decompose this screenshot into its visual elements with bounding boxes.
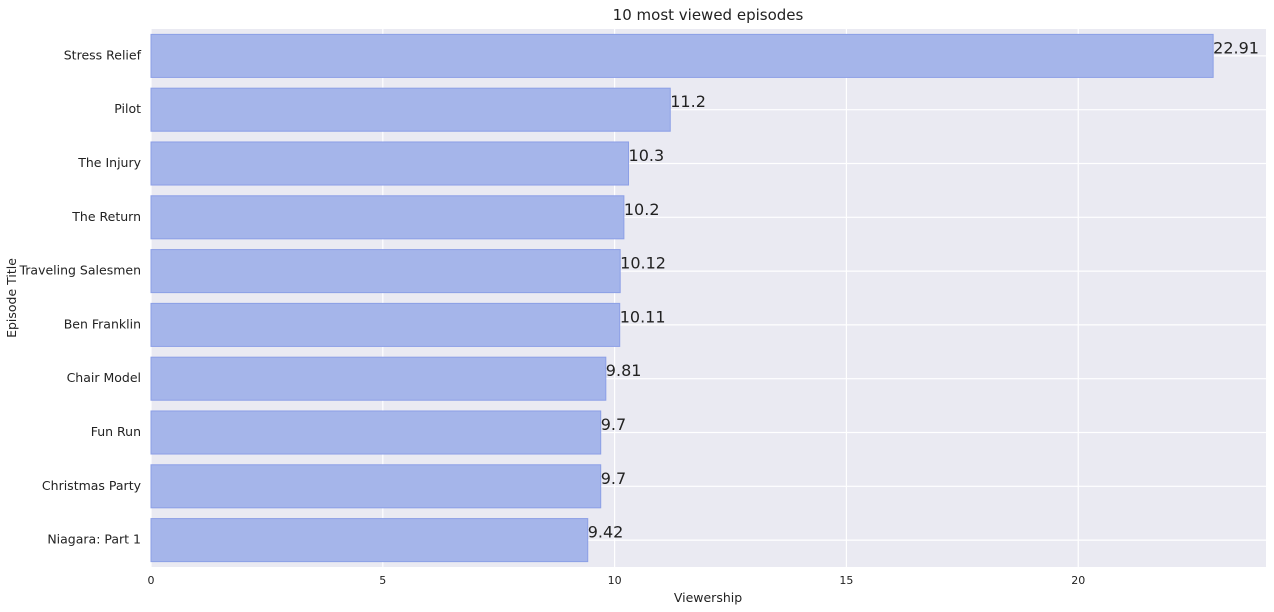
- x-tick-label: 20: [1071, 574, 1085, 587]
- bar: [150, 410, 602, 455]
- data-label: 9.42: [588, 523, 624, 542]
- bar: [150, 141, 630, 186]
- bar: [150, 518, 589, 563]
- category-label: Fun Run: [91, 424, 141, 439]
- category-label: Niagara: Part 1: [47, 532, 141, 547]
- x-tick-labels: 0 5 10 15 20: [148, 574, 1086, 587]
- data-label: 9.7: [601, 415, 626, 434]
- y-axis-title: Episode Title: [4, 258, 19, 338]
- bar: [150, 195, 625, 240]
- data-labels: 22.91 11.2 10.3 10.2 10.12 10.11 9.81 9.7 9.7 9.4…: [588, 38, 1259, 541]
- data-label: 22.91: [1213, 38, 1259, 57]
- category-label: Stress Relief: [64, 47, 142, 62]
- category-label: Traveling Salesmen: [18, 263, 141, 278]
- category-label: The Injury: [77, 155, 141, 170]
- category-label: Chair Model: [67, 370, 141, 385]
- bar: [150, 356, 607, 401]
- x-tick-label: 5: [379, 574, 386, 587]
- bars: [150, 33, 1214, 563]
- data-label: 10.11: [620, 307, 666, 326]
- data-label: 9.81: [606, 361, 642, 380]
- category-label: Christmas Party: [42, 478, 142, 493]
- data-label: 10.3: [629, 146, 665, 165]
- data-label: 10.12: [620, 254, 666, 273]
- bar: [150, 302, 621, 347]
- bar: [150, 249, 621, 294]
- category-labels: Stress Relief Pilot The Injury The Return Tr…: [18, 47, 141, 546]
- data-label: 10.2: [624, 200, 660, 219]
- x-tick-label: 15: [839, 574, 853, 587]
- chart-title: 10 most viewed episodes: [613, 6, 804, 24]
- data-label: 9.7: [601, 469, 626, 488]
- x-tick-label: 0: [148, 574, 155, 587]
- x-axis-title: Viewership: [674, 590, 742, 605]
- bar: [150, 464, 602, 509]
- x-tick-label: 10: [608, 574, 622, 587]
- data-label: 11.2: [670, 92, 706, 111]
- bar: [150, 87, 671, 132]
- bar: [150, 33, 1214, 78]
- category-label: Pilot: [114, 101, 141, 116]
- category-label: The Return: [71, 209, 141, 224]
- category-label: Ben Franklin: [64, 316, 141, 331]
